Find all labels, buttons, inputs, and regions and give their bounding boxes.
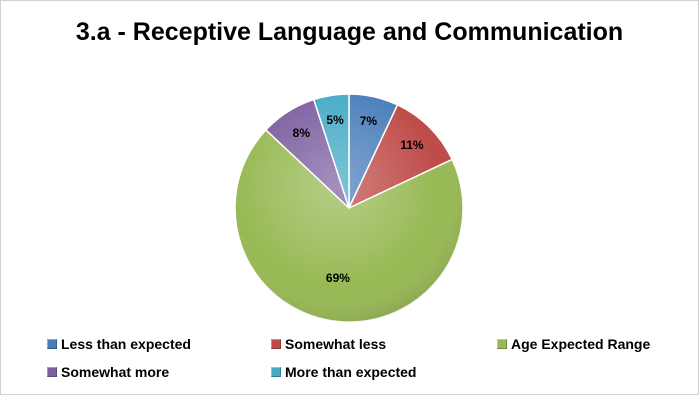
chart-title: 3.a - Receptive Language and Communicati… xyxy=(75,18,624,46)
data-label-somewhat-less: 11% xyxy=(400,138,424,152)
data-label-age-expected-range: 69% xyxy=(326,271,350,285)
data-label-more-than-expected: 5% xyxy=(326,113,344,127)
data-label-somewhat-more: 8% xyxy=(293,126,311,140)
data-label-less-than-expected: 7% xyxy=(360,114,378,128)
